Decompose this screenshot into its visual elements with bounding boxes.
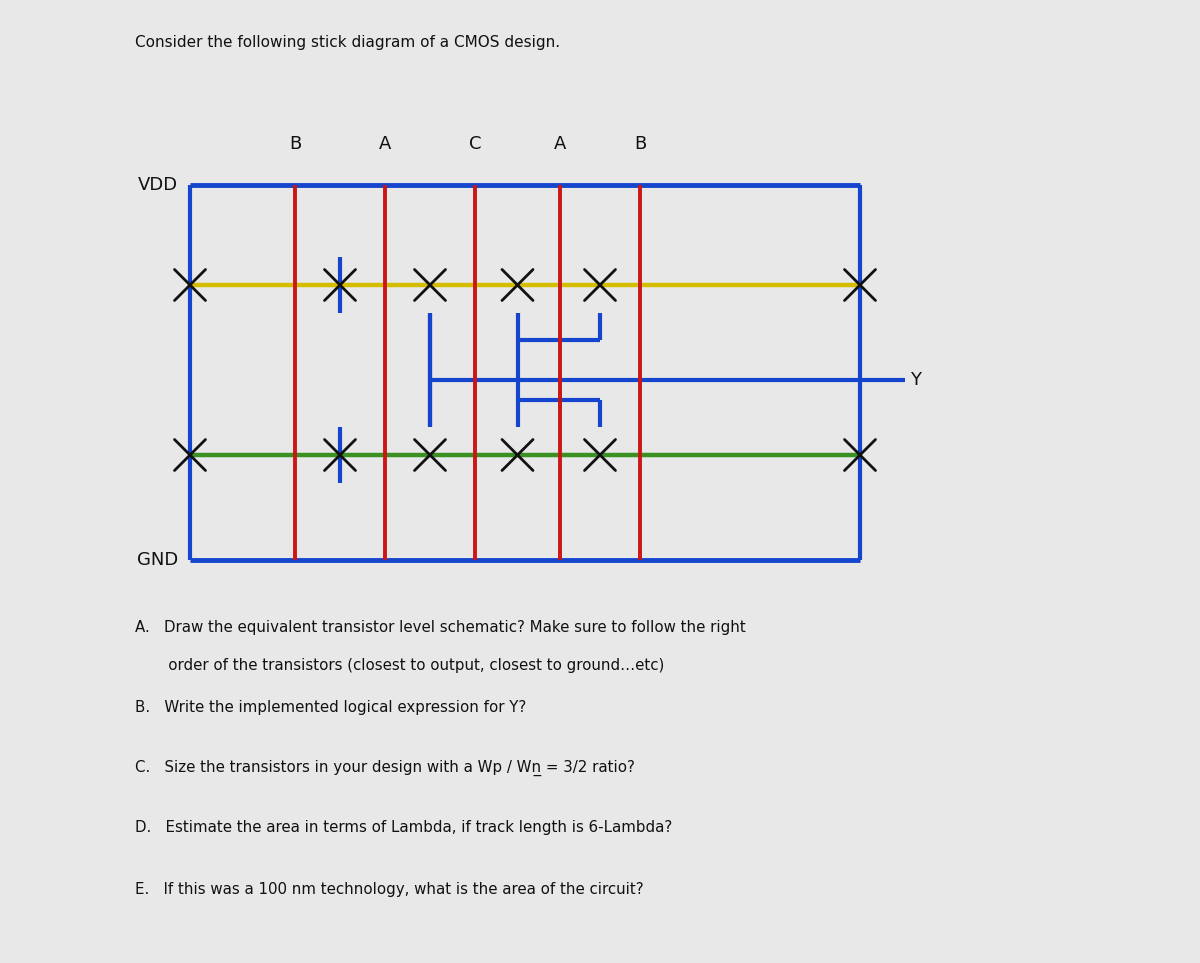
- Text: Consider the following stick diagram of a CMOS design.: Consider the following stick diagram of …: [134, 35, 560, 50]
- Text: Y: Y: [910, 371, 922, 389]
- Text: A: A: [379, 135, 391, 153]
- Text: B: B: [289, 135, 301, 153]
- Text: A.   Draw the equivalent transistor level schematic? Make sure to follow the rig: A. Draw the equivalent transistor level …: [134, 620, 745, 635]
- Text: C: C: [469, 135, 481, 153]
- Text: B: B: [634, 135, 646, 153]
- Text: C.   Size the transistors in your design with a Wp / Wn̲ = 3/2 ratio?: C. Size the transistors in your design w…: [134, 760, 635, 776]
- Text: VDD: VDD: [138, 176, 178, 194]
- Text: E.   If this was a 100 nm technology, what is the area of the circuit?: E. If this was a 100 nm technology, what…: [134, 882, 643, 897]
- Text: B.   Write the implemented logical expression for Y?: B. Write the implemented logical express…: [134, 700, 527, 715]
- Text: GND: GND: [137, 551, 178, 569]
- Text: A: A: [554, 135, 566, 153]
- Text: D.   Estimate the area in terms of Lambda, if track length is 6-Lambda?: D. Estimate the area in terms of Lambda,…: [134, 820, 672, 835]
- Text: order of the transistors (closest to output, closest to ground…etc): order of the transistors (closest to out…: [134, 658, 665, 673]
